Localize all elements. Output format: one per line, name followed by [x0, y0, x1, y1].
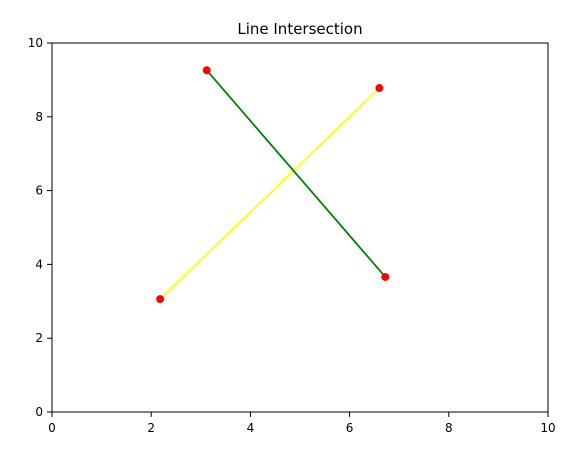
- data-point-s1-p2: [375, 84, 384, 93]
- x-tick-label: 2: [147, 421, 155, 435]
- y-tick-label: 6: [35, 184, 43, 198]
- series-line-1: [159, 87, 380, 300]
- series-layer: [156, 66, 390, 304]
- x-tick-label: 6: [346, 421, 354, 435]
- y-tick-label: 0: [35, 405, 43, 419]
- chart-title: Line Intersection: [237, 20, 362, 38]
- x-axis-ticks: 0 2 4 6 8 10: [48, 412, 556, 435]
- data-point-s2-p2: [381, 272, 390, 281]
- series-line-2: [206, 69, 386, 278]
- x-tick-label: 0: [48, 421, 56, 435]
- x-tick-label: 4: [247, 421, 255, 435]
- x-tick-label: 10: [540, 421, 555, 435]
- plot-frame: [51, 42, 549, 413]
- data-point-s1-p1: [156, 295, 165, 304]
- y-tick-label: 8: [35, 110, 43, 124]
- y-tick-label: 4: [35, 257, 43, 271]
- y-tick-label: 2: [35, 331, 43, 345]
- x-tick-label: 8: [445, 421, 453, 435]
- y-axis-ticks: 0 2 4 6 8 10: [28, 36, 52, 419]
- y-tick-label: 10: [28, 36, 43, 50]
- data-point-s2-p1: [202, 66, 211, 75]
